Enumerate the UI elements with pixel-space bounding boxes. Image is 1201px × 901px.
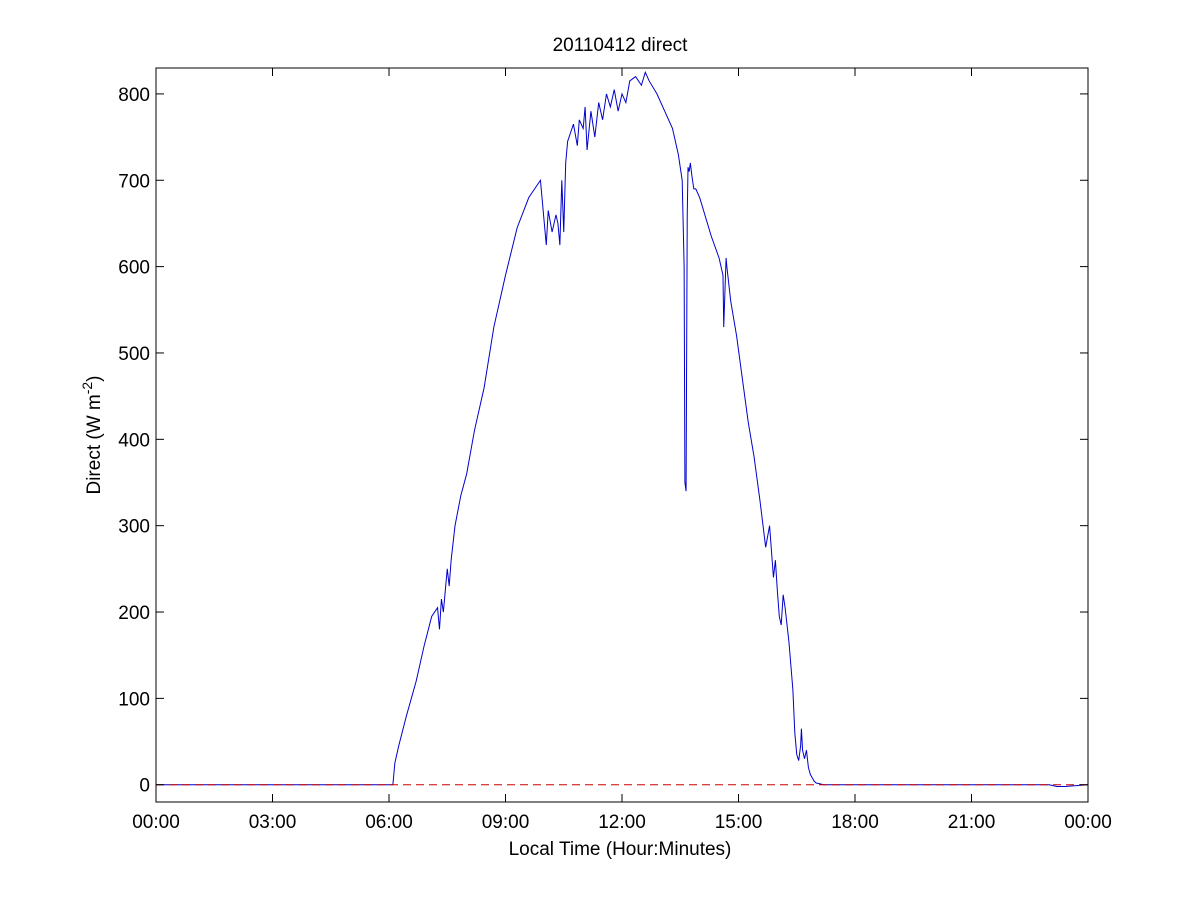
y-tick-label: 600: [118, 258, 150, 279]
y-tick-label: 700: [118, 171, 150, 192]
y-axis-label-close: ): [84, 375, 105, 381]
chart-title: 20110412 direct: [553, 35, 689, 56]
x-axis-label: Local Time (Hour:Minutes): [509, 839, 732, 860]
y-tick-label: 800: [118, 85, 150, 106]
y-tick-label: 0: [139, 776, 150, 797]
y-tick-label: 400: [118, 430, 150, 451]
x-tick-label: 21:00: [948, 812, 996, 833]
y-axis-label-main: Direct (W m: [84, 394, 105, 494]
plot-area: [155, 67, 1089, 803]
x-tick-label: 15:00: [715, 812, 763, 833]
ticks-layer: 00:00 03:00 06:00 09:00 12:00 15:00 18:00 21:00…: [118, 68, 1112, 833]
x-tick-label: 06:00: [365, 812, 413, 833]
direct-irradiance-line: [156, 70, 1089, 787]
y-tick-label: 300: [118, 517, 150, 538]
x-tick-label: 00:00: [1064, 812, 1112, 833]
plot-background: [156, 68, 1088, 802]
y-tick-label: 200: [118, 603, 150, 624]
x-tick-label: 03:00: [249, 812, 297, 833]
x-tick-label: 09:00: [482, 812, 530, 833]
x-tick-label: 12:00: [598, 812, 646, 833]
x-tick-label: 18:00: [831, 812, 879, 833]
x-tick-label: 00:00: [132, 812, 180, 833]
y-axis-label: Direct (W m-2): [79, 375, 105, 494]
y-axis-label-superscript: -2: [79, 382, 95, 395]
y-tick-label: 500: [118, 344, 150, 365]
series-layer: [156, 70, 1089, 787]
y-tick-label: 100: [118, 689, 150, 710]
